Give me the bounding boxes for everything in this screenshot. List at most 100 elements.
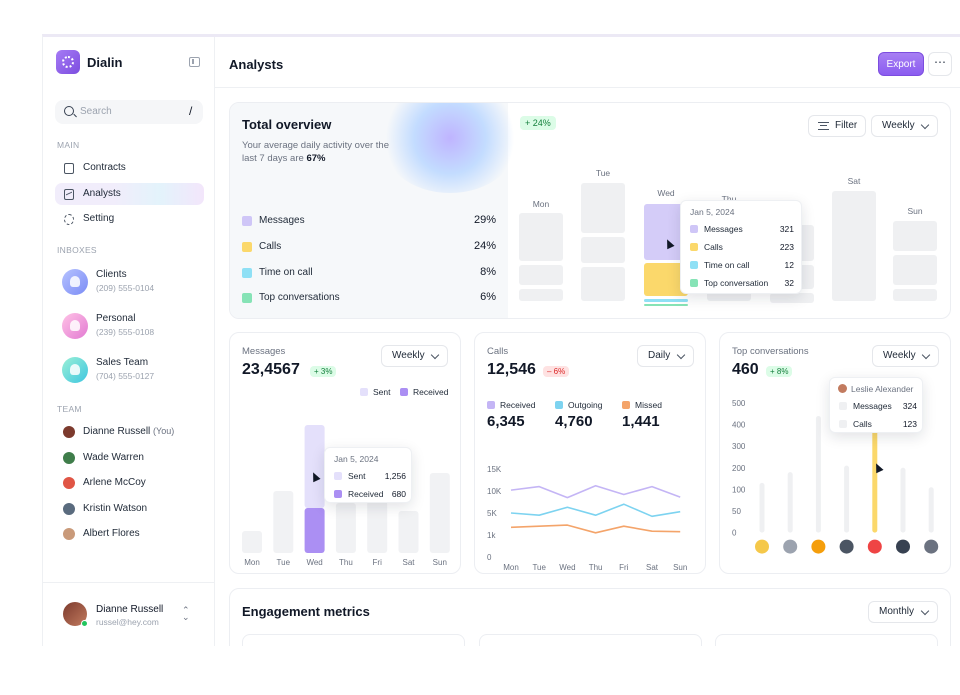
card-value: 460 — [732, 361, 759, 378]
export-button[interactable]: Export — [878, 52, 924, 76]
chevron-down-icon — [676, 350, 686, 360]
calls-period-select[interactable]: Daily — [637, 345, 694, 367]
inbox-item-sales-team[interactable]: Sales Team (704) 555-0127 — [62, 357, 212, 389]
current-user-email: russel@hey.com — [96, 617, 159, 627]
bar-received — [304, 508, 325, 553]
chevron-down-icon — [920, 606, 930, 616]
inbox-item-clients[interactable]: Clients (209) 555-0104 — [62, 269, 212, 301]
period-value: Weekly — [392, 350, 425, 361]
bar-block[interactable] — [581, 183, 625, 233]
team-member[interactable]: Wade Warren — [63, 451, 213, 467]
legend-swatch — [487, 401, 495, 409]
sidebar-divider — [43, 582, 215, 583]
tooltip-value: 324 — [902, 401, 917, 411]
bar-placeholder — [429, 473, 450, 553]
sidebar-item-label: Analysts — [83, 188, 121, 199]
overview-subtitle: Your average daily activity over the las… — [242, 139, 402, 165]
logo-icon — [56, 50, 80, 74]
sidebar-item-analysts[interactable]: Analysts — [55, 183, 204, 205]
inbox-item-personal[interactable]: Personal (239) 555-0108 — [62, 313, 212, 345]
period-value: Weekly — [883, 350, 916, 361]
x-tick-label: Mon — [244, 558, 260, 567]
y-tick-label: 300 — [732, 442, 746, 451]
search-icon — [64, 106, 74, 116]
section-label-team: TEAM — [57, 404, 82, 414]
messages-bar-chart[interactable]: Mon Tue Wed Thu Fri Sat Sun — [230, 403, 460, 573]
bar-placeholder — [815, 415, 821, 533]
tooltip-value: 123 — [902, 419, 917, 429]
current-user-name: Dianne Russell — [96, 604, 164, 615]
inbox-name: Personal — [96, 313, 136, 324]
x-tick-label: Sun — [673, 563, 687, 571]
sidebar-item-setting[interactable]: Setting — [55, 208, 204, 230]
bar-block[interactable] — [893, 255, 937, 285]
chevron-up-down-icon[interactable]: ⌃ ⌄ — [182, 605, 190, 622]
chevron-down-icon — [921, 350, 931, 360]
legend-swatch — [400, 388, 408, 396]
filter-button[interactable]: Filter — [808, 115, 866, 137]
card-value: 23,4567 — [242, 361, 300, 378]
inbox-name: Sales Team — [96, 357, 149, 368]
tooltip-row: Messages 321 — [690, 223, 794, 235]
metric-card — [715, 634, 938, 646]
card-value: 12,546 — [487, 361, 536, 378]
legend-label: Time on call — [259, 267, 313, 278]
engagement-period-select[interactable]: Monthly — [868, 601, 938, 623]
card-label: Calls — [487, 346, 509, 357]
x-tick-label: Wed — [306, 558, 322, 567]
x-tick-label: Sat — [402, 558, 415, 567]
tooltip-swatch — [690, 225, 698, 233]
bar-top-conversations[interactable] — [644, 304, 688, 306]
tooltip-label: Calls — [704, 242, 723, 252]
bar-block[interactable] — [581, 267, 625, 301]
tooltip-swatch — [334, 472, 342, 480]
x-tick-label: Thu — [339, 558, 353, 567]
avatar — [63, 503, 75, 515]
day-label: Sun — [907, 206, 923, 216]
bar-time-on-call[interactable] — [644, 299, 688, 302]
day-label: Sat — [847, 176, 861, 186]
bar-placeholder — [273, 491, 294, 553]
team-member[interactable]: Kristin Watson — [63, 502, 213, 518]
top-conversations-period-select[interactable]: Weekly — [872, 345, 939, 367]
bar-block[interactable] — [519, 265, 563, 285]
calls-line-chart[interactable]: 15K 10K 5K 1k 0 Mon Tue Wed Thu Fri Sat Sun — [475, 451, 705, 571]
legend-value: 8% — [480, 266, 496, 278]
period-value: Weekly — [882, 120, 915, 131]
legend-swatch — [622, 401, 630, 409]
team-member[interactable]: Albert Flores — [63, 527, 213, 543]
bar-block[interactable] — [770, 293, 814, 303]
bar-block[interactable] — [519, 289, 563, 301]
messages-period-select[interactable]: Weekly — [381, 345, 448, 367]
search-placeholder: Search — [80, 106, 112, 117]
more-options-button[interactable]: ⋯ — [928, 52, 952, 76]
bar-block[interactable] — [832, 191, 876, 301]
bar-block[interactable] — [581, 237, 625, 263]
tooltip-value: 32 — [784, 278, 794, 288]
tooltip-date: Jan 5, 2024 — [690, 207, 735, 217]
top-conversations-tooltip: Leslie Alexander Messages 324 Calls 123 — [829, 377, 923, 433]
app-window: Dialin Search / MAIN Contracts Analysts … — [42, 34, 960, 646]
bar-block[interactable] — [519, 213, 563, 261]
tooltip-swatch — [690, 279, 698, 287]
legend-label: Top conversations — [259, 292, 340, 303]
search-input[interactable]: Search / — [55, 100, 203, 124]
legend-label: Calls — [259, 241, 282, 252]
bar-placeholder — [367, 501, 388, 553]
team-member[interactable]: Dianne Russell (You) — [63, 425, 213, 441]
bar-block[interactable] — [893, 289, 937, 301]
team-member[interactable]: Arlene McCoy — [63, 476, 213, 492]
legend-swatch — [242, 268, 252, 278]
sidebar-collapse-icon[interactable] — [189, 57, 200, 67]
tooltip-value: 12 — [784, 260, 794, 270]
legend-row-top-conversations: Top conversations 6% — [242, 291, 496, 305]
overview-period-select[interactable]: Weekly — [871, 115, 938, 137]
team-member-name: Albert Flores — [83, 528, 140, 539]
bar-block[interactable] — [893, 221, 937, 251]
bar-placeholder — [928, 487, 934, 533]
messages-tooltip: Jan 5, 2024 Sent 1,256 Received 680 — [324, 447, 412, 503]
sidebar-item-contracts[interactable]: Contracts — [55, 157, 204, 179]
x-tick-label: Wed — [559, 563, 575, 571]
chevron-down-icon — [920, 120, 930, 130]
